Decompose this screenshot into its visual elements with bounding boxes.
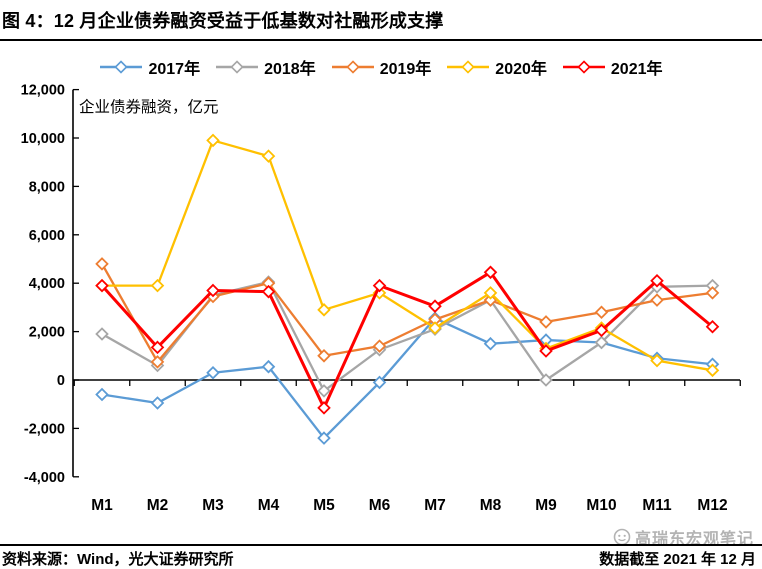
svg-text:0: 0	[57, 373, 65, 389]
series-2021-marker	[317, 401, 331, 415]
footer-source: 资料来源：Wind，光大证券研究所	[2, 551, 234, 568]
svg-text:12,000: 12,000	[21, 83, 65, 99]
series-2021-marker	[261, 284, 276, 299]
legend-swatch-icon	[562, 60, 605, 74]
svg-text:2,000: 2,000	[29, 325, 65, 341]
legend-swatch-icon	[216, 60, 259, 74]
legend-label: 2017年	[148, 61, 201, 78]
series-2021-marker	[650, 274, 664, 288]
series-2017-line	[101, 317, 713, 440]
series-2021-marker	[594, 323, 609, 338]
chart-legend: 2017年 2018年 2019年 2020年 2021年	[0, 54, 762, 80]
legend-label: 2019年	[379, 61, 432, 78]
series-2020-marker	[650, 353, 664, 368]
series-2021	[95, 265, 720, 415]
series-2017-marker	[95, 387, 109, 402]
legend-item-2020: 2020年	[446, 55, 547, 79]
legend-label: 2020年	[495, 61, 547, 78]
series-2019-marker	[150, 355, 165, 369]
series-2019-line	[100, 263, 713, 364]
series-2018-marker	[317, 384, 331, 398]
legend-label: 2021年	[610, 61, 663, 78]
series-2021-marker	[95, 278, 109, 293]
series-2019-marker	[483, 293, 498, 307]
svg-text:-2,000: -2,000	[24, 421, 65, 437]
line-chart-svg: 12,000 10,000 8,000 6,000 4,000 2,000 0 -2,000 -…	[21, 83, 741, 514]
svg-text:4,000: 4,000	[29, 276, 65, 292]
legend-item-2018: 2018年	[215, 55, 316, 79]
series-2019-marker	[650, 293, 664, 307]
series-2021-marker	[428, 299, 442, 313]
watermark-text: 高瑞东宏观笔记	[634, 531, 754, 548]
y-axis: 12,000 10,000 8,000 6,000 4,000 2,000 0 -2,000 -…	[21, 83, 79, 486]
title-block: 图 4：12 月企业债券融资受益于低基数对社融形成支撑	[0, 0, 762, 41]
legend-swatch-icon	[331, 60, 374, 74]
series-2021-marker	[150, 340, 165, 355]
series-2020-marker	[317, 303, 331, 317]
legend-item-2017: 2017年	[99, 55, 200, 79]
chart-area: 12,000 10,000 8,000 6,000 4,000 2,000 0 -2,000 -…	[0, 80, 762, 525]
x-axis: M1 M2 M3 M4 M5 M6 M7 M8 M9 M10 M11 M12	[73, 379, 741, 514]
series-2021-marker	[206, 283, 220, 298]
svg-text:M3: M3	[202, 497, 224, 514]
series-2020-line	[102, 139, 713, 372]
legend-item-2019: 2019年	[331, 55, 432, 79]
series-2021-marker	[539, 344, 553, 358]
legend-swatch-icon	[100, 60, 143, 74]
svg-text:M11: M11	[642, 497, 672, 514]
series-2021-marker	[483, 265, 498, 280]
footer-note: 数据截至 2021 年 12 月	[599, 551, 756, 568]
legend-label: 2018年	[264, 61, 316, 78]
svg-text:M1: M1	[91, 497, 113, 514]
series-2017-marker	[483, 336, 498, 351]
series-2020-marker	[150, 278, 165, 293]
series-2019-marker	[594, 305, 609, 320]
series-2018-line	[101, 280, 713, 393]
series-2021-marker	[705, 319, 720, 334]
series-2018-marker	[539, 373, 553, 387]
series-2019-marker	[705, 286, 720, 300]
series-2021-marker	[372, 278, 387, 293]
series-2019-marker	[539, 315, 553, 329]
series-2019	[95, 257, 720, 369]
series-2019-marker	[95, 257, 109, 271]
svg-text:M2: M2	[147, 497, 169, 514]
series-2020-marker	[428, 321, 442, 335]
svg-text:-4,000: -4,000	[24, 470, 65, 486]
svg-text:M7: M7	[424, 497, 446, 514]
svg-text:M10: M10	[586, 497, 616, 514]
series-2017-marker	[317, 431, 331, 445]
series-2019-marker	[372, 339, 387, 353]
series-2018-marker	[594, 335, 609, 350]
legend-swatch-icon	[447, 60, 490, 74]
series-2017-marker	[261, 359, 276, 374]
svg-text:8,000: 8,000	[29, 179, 65, 195]
series-2017-marker	[372, 375, 387, 390]
series-2021-line	[100, 270, 714, 410]
series-2020-marker	[483, 286, 498, 300]
series-2020-marker	[206, 133, 220, 148]
footer-divider	[0, 544, 762, 546]
series-2017-marker	[206, 365, 220, 380]
svg-text:M8: M8	[480, 497, 502, 514]
series-2020-marker	[261, 149, 276, 163]
svg-text:6,000: 6,000	[29, 228, 65, 244]
svg-text:10,000: 10,000	[21, 131, 65, 147]
page-title: 图 4：12 月企业债券融资受益于低基数对社融形成支撑	[2, 11, 444, 31]
footer: 资料来源：Wind，光大证券研究所 数据截至 2021 年 12 月	[0, 547, 762, 569]
svg-text:M9: M9	[535, 497, 557, 514]
svg-text:M12: M12	[697, 497, 727, 514]
svg-text:M4: M4	[258, 497, 280, 514]
legend-item-2021: 2021年	[562, 55, 663, 79]
svg-text:M5: M5	[313, 497, 335, 514]
series-2017-marker	[150, 396, 165, 410]
svg-text:M6: M6	[369, 497, 391, 514]
series-2019-marker	[317, 349, 331, 363]
chart-annotation: 企业债券融资，亿元	[79, 98, 219, 116]
series-2018-marker	[95, 327, 109, 341]
series-2020	[95, 133, 720, 378]
series-2020-marker	[705, 363, 720, 378]
